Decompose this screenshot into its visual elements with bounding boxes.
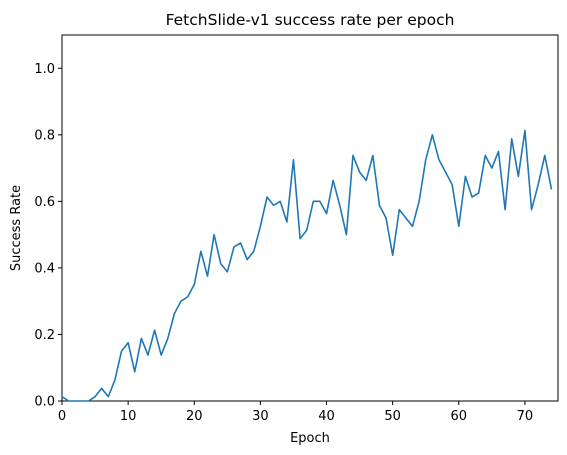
x-tick-label: 30 (252, 409, 269, 424)
y-tick-label: 0.0 (34, 395, 55, 410)
x-tick-label: 10 (120, 409, 137, 424)
y-tick-label: 1.0 (34, 62, 55, 77)
y-axis-label: Success Rate (9, 185, 24, 271)
x-tick-label: 40 (318, 409, 335, 424)
x-tick-label: 20 (186, 409, 203, 424)
series-line-0 (62, 130, 551, 401)
x-tick-label: 50 (384, 409, 401, 424)
y-tick-label: 0.4 (34, 261, 55, 276)
plot-area: 0 10 20 30 40 50 60 70 0.0 0.2 0.4 0.6 0.8 1.0 (34, 35, 558, 424)
x-tick-label: 0 (58, 409, 66, 424)
x-tick-label: 70 (517, 409, 534, 424)
x-axis-label: Epoch (290, 431, 330, 446)
y-tick-label: 0.6 (34, 195, 55, 210)
y-axis: 0.0 0.2 0.4 0.6 0.8 1.0 (34, 62, 62, 410)
x-tick-label: 60 (451, 409, 468, 424)
x-axis: 0 10 20 30 40 50 60 70 (58, 401, 533, 424)
y-tick-label: 0.8 (34, 128, 55, 143)
series-layer (62, 130, 551, 401)
y-tick-label: 0.2 (34, 328, 55, 343)
chart-title: FetchSlide-v1 success rate per epoch (166, 11, 455, 29)
